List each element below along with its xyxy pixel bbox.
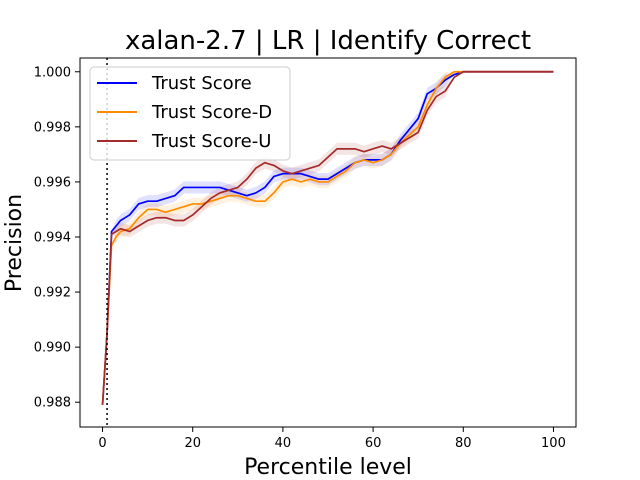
series-line-1 (101, 70, 554, 406)
y-axis: 0.988 0.990 0.992 0.994 0.996 0.998 1.000 (34, 65, 80, 411)
y-tick-label: 0.990 (34, 341, 71, 356)
x-tick-label: 60 (365, 436, 382, 451)
legend: Trust Score Trust Score-D Trust Score-U (89, 66, 291, 161)
x-tick-label: 20 (184, 436, 201, 451)
x-tick-label: 100 (541, 436, 566, 451)
y-tick-label: 0.996 (34, 175, 71, 190)
y-axis-label: Precision (2, 194, 27, 292)
y-tick-label: 0.998 (34, 120, 71, 135)
legend-box (89, 66, 291, 161)
y-tick-label: 0.988 (34, 396, 71, 411)
series-lines (101, 70, 554, 406)
x-tick-label: 0 (98, 436, 106, 451)
y-tick-label: 0.992 (34, 286, 71, 301)
plot-frame (79, 57, 577, 428)
legend-label-0: Trust Score (151, 73, 252, 94)
series-line-2 (101, 70, 554, 406)
x-tick-label: 40 (275, 436, 292, 451)
x-axis-label: Percentile level (244, 455, 412, 480)
x-tick-label: 80 (455, 436, 472, 451)
y-tick-label: 1.000 (34, 65, 71, 80)
y-tick-label: 0.994 (34, 230, 71, 245)
x-axis: 0 20 40 60 80 100 (98, 427, 566, 451)
legend-label-1: Trust Score-D (151, 102, 272, 123)
legend-label-2: Trust Score-U (151, 131, 271, 152)
chart-title: xalan-2.7 | LR | Identify Correct (125, 26, 531, 56)
